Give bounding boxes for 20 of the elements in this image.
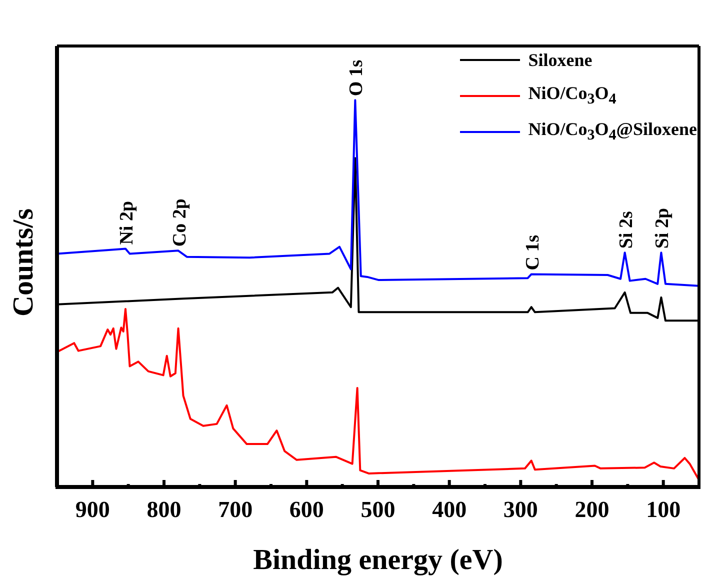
x-tick-label: 500 bbox=[360, 497, 396, 522]
x-tick-label: 100 bbox=[646, 497, 681, 522]
x-axis-title: Binding energy (eV) bbox=[253, 544, 503, 576]
x-tick-label: 700 bbox=[218, 497, 253, 522]
x-tick-label: 800 bbox=[146, 497, 182, 522]
annotation: Co 2p bbox=[169, 198, 190, 247]
x-tick-label: 300 bbox=[503, 497, 538, 522]
y-axis-title: Counts/s bbox=[7, 208, 40, 316]
annotation: Ni 2p bbox=[116, 200, 138, 245]
annotation: C 1s bbox=[522, 234, 544, 270]
x-tick-label: 900 bbox=[75, 497, 110, 522]
legend-label: NiO/Co$_{3}$O$_{4}$@Siloxene bbox=[528, 119, 697, 145]
annotation: Si 2p bbox=[652, 208, 674, 249]
annotation: Si 2s bbox=[616, 211, 637, 249]
annotation: O 1s bbox=[346, 60, 368, 96]
x-tick-label: 600 bbox=[289, 497, 324, 522]
x-tick-label: 200 bbox=[574, 497, 610, 522]
legend-label: NiO/Co$_{3}$O$_{4}$ bbox=[528, 83, 616, 109]
legend-label: Siloxene bbox=[528, 50, 592, 70]
x-tick-label: 400 bbox=[432, 497, 467, 522]
